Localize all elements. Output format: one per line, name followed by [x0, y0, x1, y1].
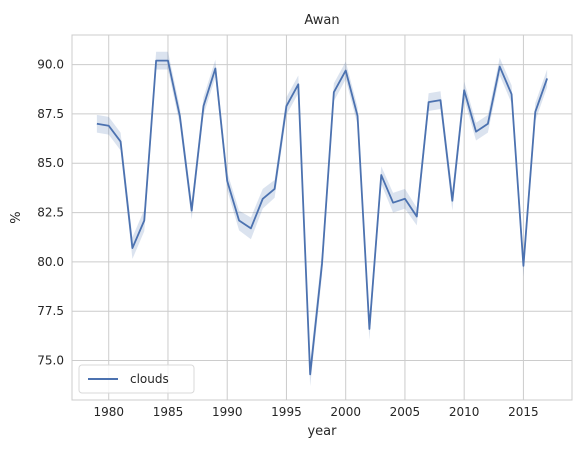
x-axis-label: year — [307, 424, 337, 439]
series-line-clouds — [96, 59, 548, 376]
x-tick-label: 2005 — [390, 405, 421, 419]
x-tick-label: 2010 — [449, 405, 480, 419]
x-tick-label: 1980 — [93, 405, 124, 419]
y-tick-label: 77.5 — [37, 304, 64, 318]
x-tick-label: 2000 — [330, 405, 361, 419]
x-tick-labels: 1980 1985 1990 1995 2000 2005 2010 2015 — [93, 405, 538, 419]
plot-frame — [71, 34, 573, 401]
x-tick-label: 1985 — [153, 405, 184, 419]
y-tick-label: 85.0 — [37, 156, 64, 170]
legend-box — [78, 364, 195, 394]
y-tick-label: 87.5 — [37, 107, 64, 121]
y-tick-labels: 75.0 77.5 80.0 82.5 85.0 87.5 90.0 — [37, 58, 64, 368]
y-tick-label: 90.0 — [37, 58, 64, 72]
chart-title: Awan — [304, 13, 339, 28]
y-tick-label: 75.0 — [37, 354, 64, 368]
y-tick-label: 80.0 — [37, 255, 64, 269]
x-tick-label: 2015 — [508, 405, 539, 419]
legend: clouds — [78, 364, 195, 394]
x-tick-label: 1990 — [212, 405, 243, 419]
series-line-group — [96, 59, 548, 376]
legend-label-clouds: clouds — [130, 372, 169, 386]
y-tick-label: 82.5 — [37, 206, 64, 220]
y-axis-label: % — [9, 211, 24, 223]
x-tick-label: 1995 — [271, 405, 302, 419]
